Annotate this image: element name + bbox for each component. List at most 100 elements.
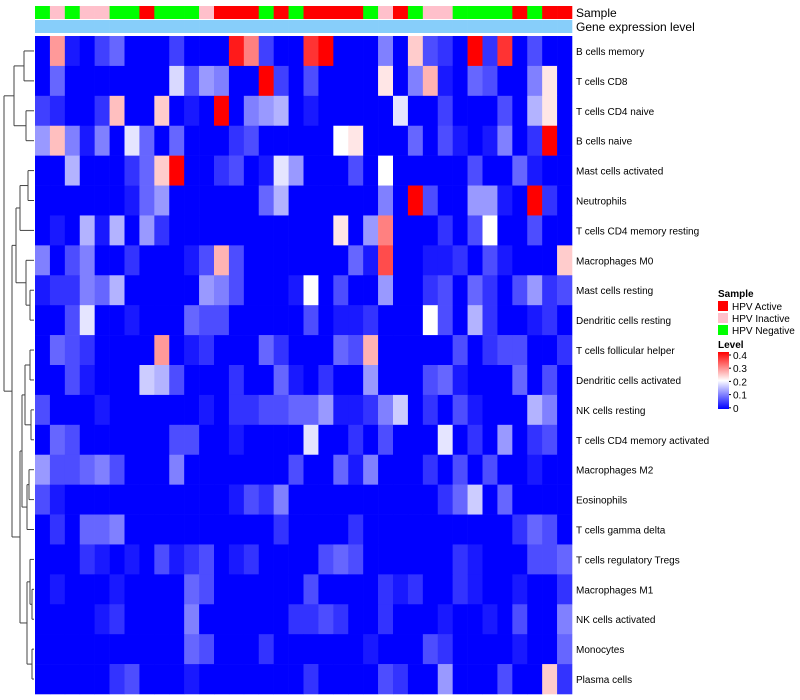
sample-annotation-cell	[333, 6, 349, 19]
heatmap-cell	[378, 424, 394, 456]
heatmap-cell	[199, 275, 215, 306]
heatmap-cell	[348, 185, 364, 216]
heatmap-cell	[109, 365, 125, 396]
heatmap-cell	[35, 65, 51, 97]
heatmap-cell	[467, 275, 483, 306]
heatmap-cell	[497, 305, 513, 336]
heatmap-cell	[109, 424, 125, 456]
heatmap-cell	[139, 125, 155, 156]
heatmap-cell	[64, 394, 81, 426]
heatmap-cell	[228, 155, 245, 186]
heatmap-cell	[79, 365, 95, 396]
heatmap-cell	[542, 125, 558, 156]
heatmap-cell	[288, 215, 304, 246]
heatmap-cell	[49, 155, 66, 186]
heatmap-cell	[184, 65, 200, 97]
heatmap-cell	[94, 275, 110, 306]
heatmap-cell	[154, 155, 170, 186]
expression-annotation-cell	[542, 20, 558, 33]
heatmap-cell	[139, 335, 155, 366]
row-label: Eosinophils	[576, 496, 627, 507]
heatmap-cell	[258, 65, 274, 97]
heatmap-cell	[393, 514, 409, 545]
row-label: Mast cells resting	[576, 286, 653, 297]
sample-annotation-cell	[482, 6, 498, 19]
heatmap-cell	[348, 215, 364, 246]
heatmap-cell	[318, 514, 334, 545]
heatmap-cell	[363, 215, 379, 246]
heatmap-cell	[482, 484, 498, 515]
heatmap-cell	[422, 36, 439, 67]
heatmap-cell	[348, 65, 364, 97]
heatmap-cell	[452, 185, 468, 216]
heatmap-cell	[199, 65, 215, 97]
heatmap-cell	[124, 305, 140, 336]
sample-annotation-cell	[273, 6, 289, 19]
heatmap-cell	[333, 155, 349, 186]
heatmap-cell	[49, 185, 66, 216]
heatmap-cell	[497, 604, 513, 635]
heatmap-cell	[557, 365, 573, 396]
row-label: Dendritic cells activated	[576, 376, 681, 387]
heatmap-cell	[393, 335, 409, 366]
row-label: Macrophages M0	[576, 256, 654, 267]
heatmap-cell	[243, 95, 260, 127]
heatmap-cell	[199, 245, 215, 276]
heatmap-cell	[139, 664, 155, 695]
heatmap-cell	[79, 335, 95, 366]
heatmap-cell	[228, 125, 245, 156]
heatmap-cell	[288, 36, 304, 67]
heatmap-cell	[422, 514, 439, 545]
expression-annotation-cell	[497, 20, 513, 33]
heatmap-cell	[35, 36, 51, 67]
heatmap-cell	[169, 544, 185, 575]
heatmap-cell	[333, 335, 349, 366]
heatmap-cell	[79, 424, 95, 456]
heatmap-cell	[527, 394, 543, 426]
heatmap-cell	[482, 664, 498, 695]
heatmap-cell	[363, 36, 379, 67]
heatmap-cell	[348, 335, 364, 366]
sample-annotation-cell	[49, 6, 66, 19]
heatmap-cell	[378, 335, 394, 366]
heatmap-cell	[64, 36, 81, 67]
sample-annotation-cell	[303, 6, 319, 19]
heatmap-cell	[184, 634, 200, 665]
heatmap-cell	[169, 335, 185, 366]
heatmap-cell	[557, 424, 573, 456]
heatmap-cell	[273, 335, 289, 366]
heatmap-cell	[557, 335, 573, 366]
heatmap-cell	[318, 484, 334, 515]
heatmap-cell	[452, 424, 468, 456]
heatmap-cell	[154, 275, 170, 306]
heatmap-cell	[258, 544, 274, 575]
heatmap-cell	[273, 484, 289, 515]
heatmap-cell	[318, 544, 334, 575]
heatmap-cell	[422, 394, 439, 426]
expression-track-label: Gene expression level	[576, 20, 695, 34]
heatmap-cell	[542, 215, 558, 246]
heatmap-cell	[557, 544, 573, 575]
heatmap-cell	[512, 634, 528, 665]
heatmap-cell	[169, 604, 185, 635]
heatmap-cell	[407, 245, 424, 276]
sample-annotation-cell	[452, 6, 468, 19]
heatmap-cell	[407, 305, 424, 336]
heatmap-cell	[437, 544, 453, 575]
heatmap-cell	[393, 125, 409, 156]
heatmap-cell	[228, 95, 245, 127]
heatmap-cell	[273, 514, 289, 545]
heatmap-cell	[49, 125, 66, 156]
heatmap-cell	[348, 574, 364, 605]
heatmap-cell	[467, 155, 483, 186]
level-colorbar	[718, 352, 729, 409]
row-label: T cells follicular helper	[576, 346, 675, 357]
heatmap-cell	[482, 125, 498, 156]
heatmap-cell	[467, 424, 483, 456]
heatmap-cell	[64, 574, 81, 605]
heatmap-cell	[527, 335, 543, 366]
heatmap-cell	[35, 664, 51, 695]
heatmap-cell	[184, 335, 200, 366]
heatmap-cell	[124, 155, 140, 186]
heatmap-cell	[228, 664, 245, 695]
